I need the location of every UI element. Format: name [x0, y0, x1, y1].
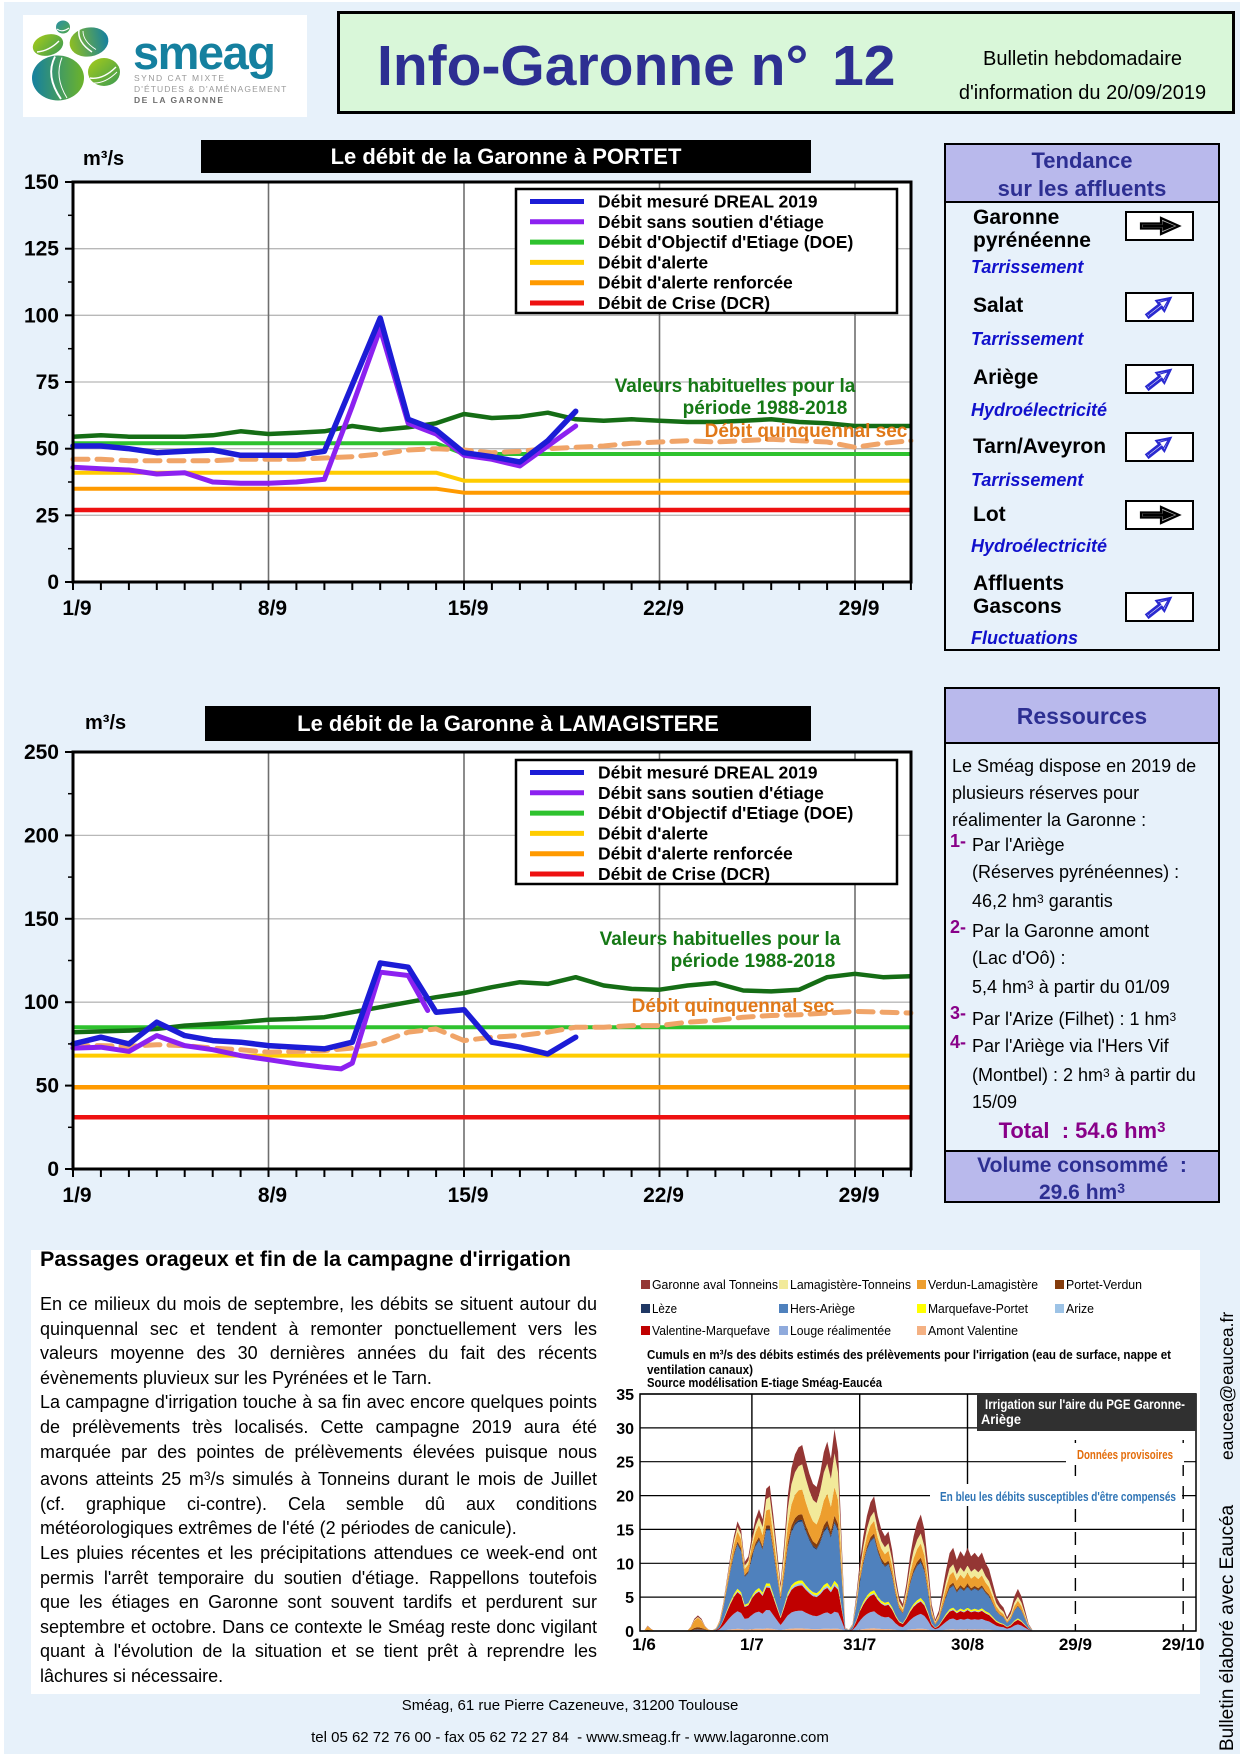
svg-text:10: 10: [616, 1556, 634, 1573]
svg-text:Bulletin élaboré avec Eaucéa: Bulletin élaboré avec Eaucéa: [1217, 1504, 1238, 1751]
svg-text:1/9: 1/9: [62, 597, 91, 620]
svg-text:Ariège: Ariège: [981, 1412, 1021, 1427]
svg-text:29/9: 29/9: [1059, 1635, 1092, 1654]
svg-text:Débit d'Objectif d'Etiage (DOE: Débit d'Objectif d'Etiage (DOE): [598, 803, 853, 823]
svg-text:Amont Valentine: Amont Valentine: [928, 1323, 1018, 1338]
svg-text:15/9: 15/9: [448, 1184, 489, 1207]
svg-text:125: 125: [24, 238, 59, 261]
svg-text:100: 100: [24, 991, 59, 1014]
svg-text:Garonne aval Tonneins: Garonne aval Tonneins: [652, 1277, 778, 1292]
svg-text:Valentine-Marquefave: Valentine-Marquefave: [652, 1323, 770, 1338]
svg-text:période 1988-2018: période 1988-2018: [671, 951, 836, 972]
svg-text:250: 250: [24, 741, 59, 764]
svg-text:0: 0: [625, 1624, 634, 1641]
svg-text:100: 100: [24, 304, 59, 327]
svg-text:22/9: 22/9: [643, 1184, 684, 1207]
svg-text:Débit mesuré DREAL 2019: Débit mesuré DREAL 2019: [598, 763, 818, 783]
svg-text:0: 0: [47, 1158, 59, 1181]
svg-text:Données provisoires: Données provisoires: [1077, 1448, 1173, 1462]
svg-text:25: 25: [616, 1455, 634, 1472]
svg-text:Débit quinquennal sec: Débit quinquennal sec: [705, 421, 908, 442]
svg-text:29/9: 29/9: [839, 597, 880, 620]
svg-text:150: 150: [24, 171, 59, 194]
svg-text:22/9: 22/9: [643, 597, 684, 620]
svg-text:50: 50: [36, 1075, 59, 1098]
svg-text:1/9: 1/9: [62, 1184, 91, 1207]
svg-text:15: 15: [616, 1522, 634, 1539]
svg-text:Marquefave-Portet: Marquefave-Portet: [928, 1301, 1028, 1316]
svg-text:25: 25: [36, 504, 60, 527]
svg-text:période 1988-2018: période 1988-2018: [683, 398, 848, 419]
svg-text:DE LA GARONNE: DE LA GARONNE: [134, 95, 225, 105]
svg-text:Débit d'alerte: Débit d'alerte: [598, 252, 708, 272]
svg-text:Débit de Crise (DCR): Débit de Crise (DCR): [598, 864, 770, 884]
svg-text:ventilation canaux): ventilation canaux): [647, 1362, 753, 1377]
svg-text:SYND CAT MIXTE: SYND CAT MIXTE: [134, 73, 226, 83]
svg-text:29/9: 29/9: [839, 1184, 880, 1207]
svg-text:Valeurs habituelles pour la: Valeurs habituelles pour la: [615, 376, 856, 397]
svg-text:8/9: 8/9: [258, 1184, 287, 1207]
svg-text:Débit de Crise (DCR): Débit de Crise (DCR): [598, 293, 770, 313]
svg-text:Valeurs habituelles pour la: Valeurs habituelles pour la: [600, 929, 841, 950]
svg-text:0: 0: [47, 571, 59, 594]
svg-text:Cumuls en m³/s des débits esti: Cumuls en m³/s des débits estimés des pr…: [647, 1347, 1172, 1362]
svg-text:20: 20: [616, 1489, 634, 1506]
svg-text:1/7: 1/7: [740, 1635, 764, 1654]
svg-text:75: 75: [36, 371, 60, 394]
svg-text:150: 150: [24, 908, 59, 931]
svg-text:Source modélisation E-tiage Sm: Source modélisation E-tiage Sméag-Eaucéa: [647, 1375, 883, 1390]
svg-text:Débit mesuré DREAL 2019: Débit mesuré DREAL 2019: [598, 192, 818, 212]
svg-text:15/9: 15/9: [448, 597, 489, 620]
svg-text:Hers-Ariège: Hers-Ariège: [790, 1301, 855, 1316]
svg-text:50: 50: [36, 438, 59, 461]
svg-text:Débit sans soutien d'étiage: Débit sans soutien d'étiage: [598, 783, 824, 803]
svg-text:30: 30: [616, 1421, 634, 1438]
svg-text:Portet-Verdun: Portet-Verdun: [1066, 1277, 1142, 1292]
svg-text:31/7: 31/7: [843, 1635, 876, 1654]
svg-text:Débit d'alerte: Débit d'alerte: [598, 823, 708, 843]
svg-text:200: 200: [24, 824, 59, 847]
svg-text:smeag: smeag: [133, 26, 274, 79]
svg-text:Débit quinquennal sec: Débit quinquennal sec: [632, 996, 835, 1017]
svg-text:35: 35: [616, 1387, 634, 1404]
svg-text:Débit d'alerte renforcée: Débit d'alerte renforcée: [598, 273, 793, 293]
svg-text:Arize: Arize: [1066, 1301, 1094, 1316]
svg-text:eaucea@eaucea.fr: eaucea@eaucea.fr: [1217, 1312, 1237, 1460]
svg-text:5: 5: [625, 1590, 634, 1607]
svg-text:1/6: 1/6: [632, 1635, 656, 1654]
svg-text:8/9: 8/9: [258, 597, 287, 620]
svg-text:En bleu les débits susceptible: En bleu les débits susceptibles d'être c…: [940, 1490, 1176, 1504]
svg-text:D'ÉTUDES & D'AMÉNAGEMENT: D'ÉTUDES & D'AMÉNAGEMENT: [134, 84, 287, 94]
svg-text:Débit sans soutien d'étiage: Débit sans soutien d'étiage: [598, 212, 824, 232]
svg-text:29/10: 29/10: [1162, 1635, 1205, 1654]
svg-text:Débit d'Objectif d'Etiage (DOE: Débit d'Objectif d'Etiage (DOE): [598, 232, 853, 252]
svg-text:Lèze: Lèze: [652, 1301, 677, 1316]
svg-text:30/8: 30/8: [951, 1635, 984, 1654]
svg-text:Louge réalimentée: Louge réalimentée: [790, 1323, 891, 1338]
svg-text:Verdun-Lamagistère: Verdun-Lamagistère: [928, 1277, 1038, 1292]
svg-text:Débit d'alerte renforcée: Débit d'alerte renforcée: [598, 844, 793, 864]
svg-text:Lamagistère-Tonneins: Lamagistère-Tonneins: [790, 1277, 911, 1292]
svg-text:Irrigation sur l'aire du PGE G: Irrigation sur l'aire du PGE Garonne-: [985, 1397, 1185, 1412]
